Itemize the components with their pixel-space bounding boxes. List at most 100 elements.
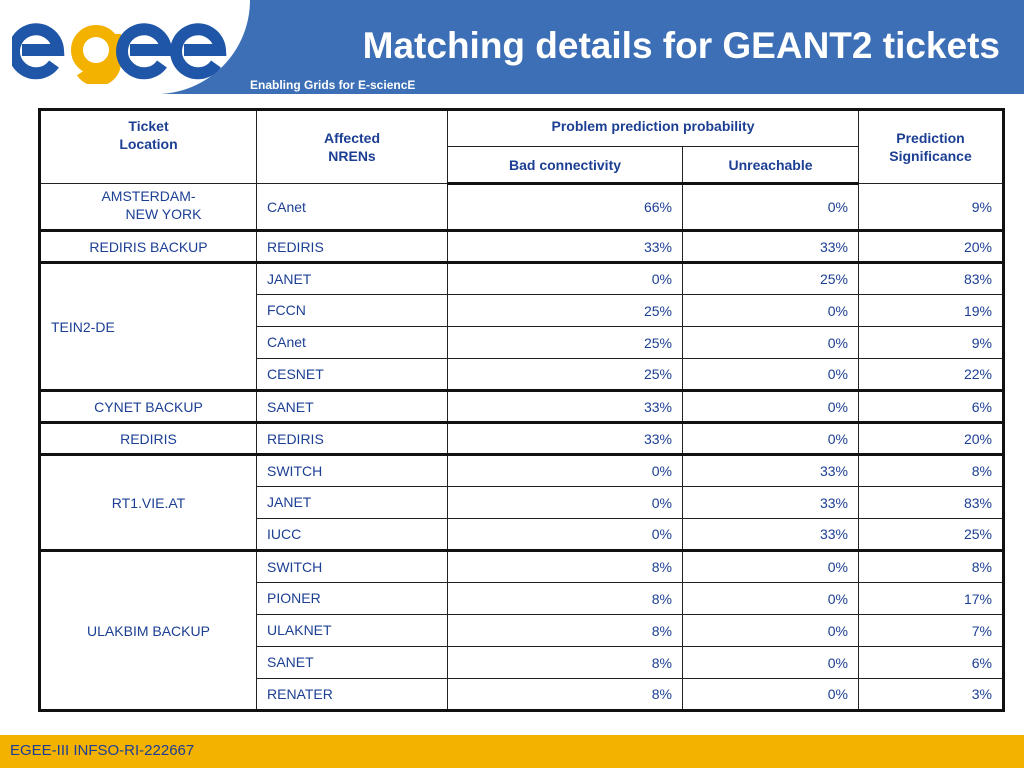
bad-connectivity-cell: 8% [447, 646, 683, 679]
ticket-location-cell: CYNET BACKUP [39, 390, 257, 424]
unreachable-cell: 33% [682, 518, 859, 552]
problem-prediction-header: Problem prediction probability [447, 109, 859, 147]
significance-cell: 9% [858, 326, 1004, 359]
ticket-location-cell: REDIRIS BACKUP [39, 230, 257, 264]
unreachable-cell: 0% [682, 326, 859, 359]
nren-cell: JANET [256, 486, 448, 519]
table-row: CYNET BACKUP SANET 33% 0% 6% [39, 390, 1004, 424]
table-row: JANET 0% 33% 83% [40, 486, 1004, 519]
prediction-significance-header-line2: Significance [889, 148, 972, 164]
affected-nrens-header: Affected NRENs [256, 109, 448, 184]
ticket-location-cell: TEIN2-DE [39, 262, 257, 392]
bad-connectivity-cell: 25% [447, 358, 683, 392]
ticket-location-cell: AMSTERDAM- NEW YORK [39, 183, 257, 232]
nren-cell: RENATER [256, 678, 448, 711]
table-row: RENATER 8% 0% 3% [40, 678, 1004, 711]
nren-cell: CAnet [256, 183, 448, 232]
unreachable-cell: 0% [682, 183, 859, 232]
matching-details-table: Ticket Location Affected NRENs Problem p… [38, 108, 1005, 712]
unreachable-cell: 33% [682, 486, 859, 519]
table-row: IUCC 0% 33% 25% [40, 518, 1004, 552]
significance-cell: 25% [858, 518, 1004, 552]
table-row: RT1.VIE.AT SWITCH 0% 33% 8% [39, 454, 1004, 552]
unreachable-cell: 33% [682, 230, 859, 264]
significance-cell: 6% [858, 646, 1004, 679]
bad-connectivity-cell: 25% [447, 294, 683, 327]
table-row: CAnet 25% 0% 9% [40, 326, 1004, 359]
nren-cell: JANET [256, 262, 448, 295]
bad-connectivity-cell: 8% [447, 582, 683, 615]
ticket-location-header: Ticket Location [39, 109, 257, 184]
unreachable-header: Unreachable [682, 146, 859, 185]
unreachable-cell: 0% [682, 422, 859, 456]
ticket-location-line1: AMSTERDAM- [101, 188, 196, 204]
table-row: PIONER 8% 0% 17% [40, 582, 1004, 615]
unreachable-cell: 25% [682, 262, 859, 295]
table-row: ULAKBIM BACKUP SWITCH 8% 0% 8% [39, 550, 1004, 711]
prediction-significance-header: Prediction Significance [858, 109, 1004, 184]
bad-connectivity-cell: 8% [447, 614, 683, 647]
bad-connectivity-cell: 33% [447, 230, 683, 264]
ticket-location-cell: REDIRIS [39, 422, 257, 456]
egee-logo-icon [12, 23, 227, 84]
significance-cell: 17% [858, 582, 1004, 615]
significance-cell: 6% [858, 390, 1004, 424]
tagline: Enabling Grids for E-sciencE [250, 78, 416, 92]
unreachable-cell: 0% [682, 646, 859, 679]
table-row: REDIRIS REDIRIS 33% 0% 20% [39, 422, 1004, 456]
significance-cell: 83% [858, 486, 1004, 519]
bad-connectivity-cell: 33% [447, 422, 683, 456]
nren-cell: SANET [256, 390, 448, 424]
subheader-row: Bad connectivity Unreachable [40, 146, 1004, 185]
significance-cell: 9% [858, 183, 1004, 232]
table-row: CESNET 25% 0% 22% [40, 358, 1004, 392]
nren-cell: SANET [256, 646, 448, 679]
nren-cell: REDIRIS [256, 422, 448, 456]
bad-connectivity-cell: 0% [447, 518, 683, 552]
ticket-location-line2: NEW YORK [125, 206, 202, 222]
bad-connectivity-cell: 8% [447, 678, 683, 711]
nren-cell: FCCN [256, 294, 448, 327]
nren-cell: PIONER [256, 582, 448, 615]
unreachable-cell: 0% [682, 358, 859, 392]
bad-connectivity-cell: 0% [447, 454, 683, 487]
affected-nrens-header-line1: Affected [323, 130, 380, 146]
bad-connectivity-cell: 8% [447, 550, 683, 583]
prediction-significance-header-line1: Prediction [896, 130, 965, 146]
ticket-location-cell: ULAKBIM BACKUP [39, 550, 257, 711]
header-row: Ticket Location Affected NRENs Problem p… [39, 109, 1004, 184]
affected-nrens-header-line2: NRENs [328, 148, 376, 164]
significance-cell: 8% [858, 550, 1004, 583]
significance-cell: 20% [858, 230, 1004, 264]
nren-cell: CAnet [256, 326, 448, 359]
table-row: REDIRIS BACKUP REDIRIS 33% 33% 20% [39, 230, 1004, 264]
unreachable-cell: 33% [682, 454, 859, 487]
bad-connectivity-cell: 25% [447, 326, 683, 359]
page-title: Matching details for GEANT2 tickets [362, 25, 1000, 66]
nren-cell: SWITCH [256, 454, 448, 487]
significance-cell: 3% [858, 678, 1004, 711]
ticket-location-header-line2: Location [119, 136, 178, 152]
table-row: TEIN2-DE JANET 0% 25% 83% [39, 262, 1004, 392]
egee-logo [0, 0, 250, 94]
bad-connectivity-cell: 0% [447, 486, 683, 519]
table-row: SANET 8% 0% 6% [40, 646, 1004, 679]
ticket-location-cell: RT1.VIE.AT [39, 454, 257, 552]
table-row: ULAKNET 8% 0% 7% [40, 614, 1004, 647]
unreachable-cell: 0% [682, 678, 859, 711]
significance-cell: 22% [858, 358, 1004, 392]
unreachable-cell: 0% [682, 614, 859, 647]
ticket-location-header-line1: Ticket [128, 118, 169, 134]
table-row: FCCN 25% 0% 19% [40, 294, 1004, 327]
significance-cell: 20% [858, 422, 1004, 456]
unreachable-cell: 0% [682, 294, 859, 327]
nren-cell: SWITCH [256, 550, 448, 583]
unreachable-cell: 0% [682, 582, 859, 615]
unreachable-cell: 0% [682, 390, 859, 424]
nren-cell: IUCC [256, 518, 448, 552]
footer-text: EGEE-III INFSO-RI-222667 [10, 742, 195, 759]
bad-connectivity-header: Bad connectivity [447, 146, 683, 185]
nren-cell: ULAKNET [256, 614, 448, 647]
footer-band: EGEE-III INFSO-RI-222667 [0, 735, 1024, 768]
significance-cell: 7% [858, 614, 1004, 647]
